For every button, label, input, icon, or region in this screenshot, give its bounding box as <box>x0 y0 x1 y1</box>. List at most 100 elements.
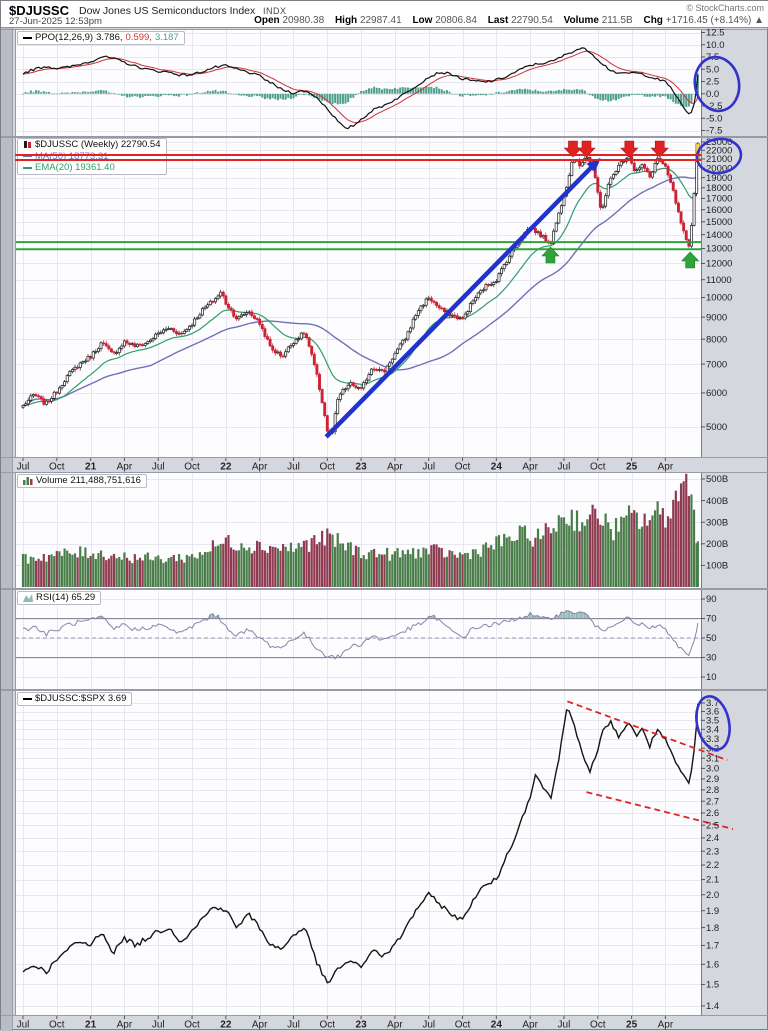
null <box>64 382 66 386</box>
null <box>178 333 180 334</box>
ppo-signal-value: 0.599, <box>126 32 152 44</box>
null <box>162 330 164 333</box>
null <box>290 345 292 347</box>
null <box>469 304 471 312</box>
null <box>251 312 253 316</box>
null <box>646 168 648 171</box>
null <box>69 372 71 376</box>
null <box>144 343 146 345</box>
null <box>451 315 453 316</box>
volume-bars-icon <box>23 476 33 485</box>
null <box>282 356 284 357</box>
null <box>118 348 120 352</box>
svg-text:Apr: Apr <box>658 1020 674 1031</box>
null <box>495 281 497 282</box>
null <box>534 228 536 232</box>
null <box>571 162 573 175</box>
null <box>422 305 424 306</box>
null <box>238 317 240 319</box>
null <box>464 314 466 318</box>
null <box>74 367 76 369</box>
null <box>454 315 456 316</box>
null <box>620 162 622 166</box>
svg-text:1.8: 1.8 <box>706 923 719 934</box>
null <box>539 232 541 237</box>
svg-text:Jul: Jul <box>17 1020 30 1031</box>
null <box>480 290 482 293</box>
null <box>381 369 383 370</box>
null <box>126 341 128 343</box>
svg-text:22: 22 <box>220 462 232 473</box>
price-panel[interactable]: 2300022000210002000019000180001700016000… <box>1 137 768 458</box>
null <box>90 356 92 358</box>
rsi-legend-label: RSI(14) 65.29 <box>36 592 95 604</box>
null <box>610 178 612 184</box>
null <box>287 347 289 352</box>
null <box>605 196 607 206</box>
svg-text:400B: 400B <box>706 496 728 507</box>
null <box>181 333 183 334</box>
null <box>97 349 99 352</box>
null <box>638 168 640 170</box>
null <box>482 290 484 291</box>
svg-text:2.5: 2.5 <box>706 820 719 831</box>
null <box>113 352 115 353</box>
null <box>199 315 201 318</box>
null <box>183 331 185 333</box>
y-axis-labels: 12.510.07.55.02.50.0-2.5-5.0-7.5 <box>701 29 725 137</box>
null <box>87 356 89 361</box>
ppo-value: 3.786, <box>96 32 122 44</box>
null <box>412 319 414 328</box>
price-legend: $DJUSSC (Weekly) 22790.54 MA(50) 18773.3… <box>17 138 167 175</box>
null <box>568 175 570 187</box>
null <box>339 394 341 399</box>
null <box>92 352 94 358</box>
null <box>253 316 255 319</box>
svg-text:Oct: Oct <box>320 1020 336 1031</box>
svg-text:90: 90 <box>706 594 717 605</box>
null <box>53 392 55 398</box>
ratio-panel[interactable]: 3.73.63.53.43.33.23.13.02.92.82.72.62.52… <box>1 690 768 1016</box>
svg-text:Oct: Oct <box>49 1020 65 1031</box>
null <box>188 326 190 329</box>
null <box>376 369 378 370</box>
svg-text:1.9: 1.9 <box>706 906 719 917</box>
ema20-swatch <box>23 167 32 169</box>
ratio-line-swatch <box>23 698 32 700</box>
null <box>461 318 463 319</box>
svg-text:Jul: Jul <box>558 1020 571 1031</box>
null <box>225 296 227 304</box>
null <box>693 193 695 225</box>
svg-text:Apr: Apr <box>387 1020 403 1031</box>
null <box>35 395 37 396</box>
ppo-panel[interactable]: 12.510.07.55.02.50.0-2.5-5.0-7.5 <box>1 29 768 137</box>
null <box>389 363 391 366</box>
null <box>555 223 557 231</box>
null <box>79 363 81 368</box>
null <box>303 333 305 334</box>
svg-text:15000: 15000 <box>706 217 732 228</box>
null <box>248 312 250 313</box>
null <box>383 370 385 372</box>
svg-text:Oct: Oct <box>455 1020 471 1031</box>
null <box>633 163 635 170</box>
svg-text:24: 24 <box>491 462 503 473</box>
svg-text:9000: 9000 <box>706 312 727 323</box>
svg-text:Jul: Jul <box>152 1020 165 1031</box>
null <box>342 389 344 394</box>
null <box>100 343 102 349</box>
resistance-line <box>15 159 701 161</box>
null <box>191 325 193 326</box>
price-legend-symbol: $DJUSSC (Weekly) 22790.54 <box>35 139 161 151</box>
null <box>220 292 222 296</box>
null <box>537 232 539 233</box>
svg-text:25: 25 <box>626 462 638 473</box>
null <box>363 383 365 388</box>
high-value: 22987.41 <box>360 15 402 26</box>
null <box>266 337 268 340</box>
chg-value: +1716.45 (+8.14%) ▲ <box>666 15 764 26</box>
null <box>680 212 682 223</box>
